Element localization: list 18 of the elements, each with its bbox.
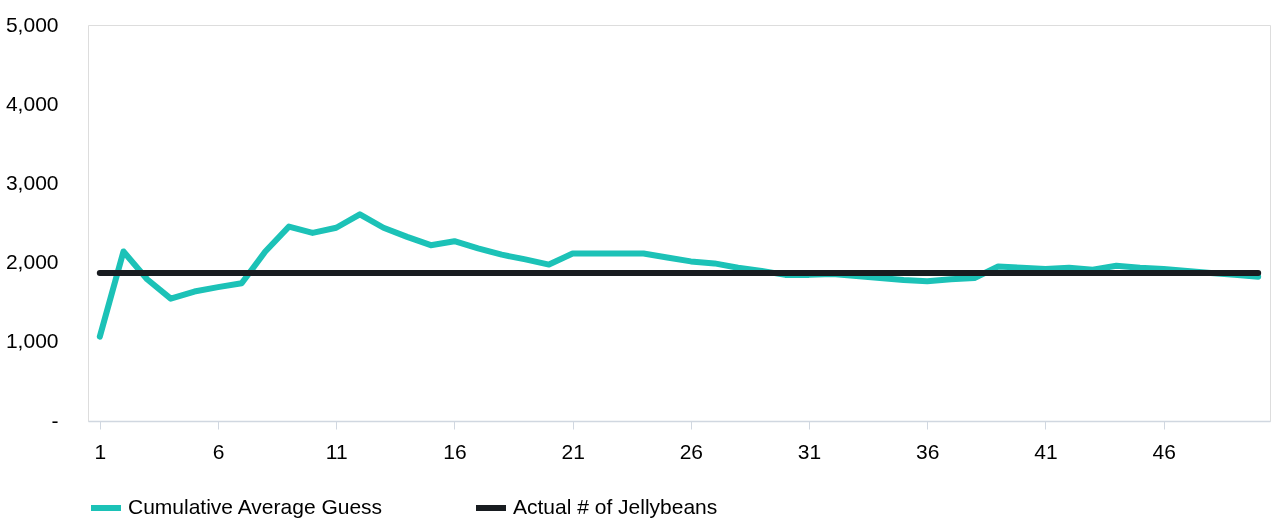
y-tick-label: 2,000 — [5, 250, 59, 274]
x-tick-label: 1 — [94, 439, 107, 463]
x-tick-label: 26 — [679, 439, 703, 463]
legend-label: Actual # of Jellybeans — [513, 495, 718, 518]
x-tick-label: 31 — [797, 439, 822, 463]
y-tick-label: 5,000 — [5, 12, 59, 36]
legend-label: Cumulative Average Guess — [128, 495, 383, 518]
x-tick-label: 46 — [1152, 439, 1176, 463]
x-tick-label: 41 — [1034, 439, 1058, 463]
x-tick-label: 6 — [212, 439, 225, 463]
x-tick-label: 11 — [325, 439, 348, 463]
y-tick-label: 1,000 — [5, 329, 59, 353]
y-tick-label: - — [51, 408, 59, 432]
y-tick-label: 4,000 — [5, 91, 59, 115]
y-tick-label: 3,000 — [5, 170, 59, 194]
x-tick-label: 36 — [916, 439, 940, 463]
x-tick-label: 21 — [561, 439, 585, 463]
x-tick-label: 16 — [443, 439, 467, 463]
